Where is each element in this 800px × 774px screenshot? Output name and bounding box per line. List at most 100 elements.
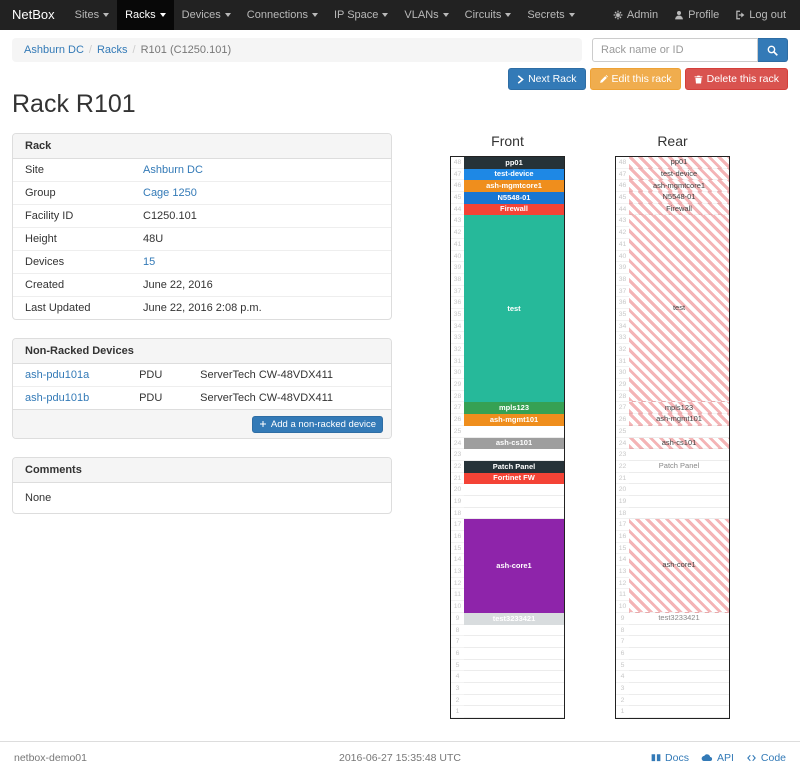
edit-rack-label: Edit this rack: [611, 73, 672, 85]
rack-device-mpls123[interactable]: mpls123: [629, 402, 729, 415]
rear-elevation: Rear 48 47 46 45 44 43 42 41 40 39 38 37 36 35 34 33 32 3…: [615, 133, 730, 720]
nav-item-connections[interactable]: Connections: [239, 0, 326, 30]
breadcrumb-separator: /: [88, 44, 92, 56]
unit-number: 16: [451, 531, 464, 543]
unit-number: 16: [616, 531, 629, 543]
rack-device-n5548-01[interactable]: N5548-01: [464, 192, 564, 204]
rack-device-test-device[interactable]: test-device: [464, 168, 564, 181]
unit-number: 5: [451, 660, 464, 672]
edit-rack-button[interactable]: Edit this rack: [589, 68, 681, 90]
nav-item-ip-space[interactable]: IP Space: [326, 0, 396, 30]
rack-unit-column: pp01 test-device ash-mgmtcore1 N5548-01 Fire…: [629, 157, 729, 719]
nav-item-profile[interactable]: Profile: [666, 0, 727, 30]
rack-device-ash-mgmt101[interactable]: ash-mgmt101: [464, 414, 564, 426]
delete-rack-button[interactable]: Delete this rack: [684, 68, 788, 90]
rack-device-ash-core1[interactable]: ash-core1: [629, 519, 729, 613]
empty-unit: [629, 495, 729, 508]
unit-number: 24: [451, 438, 464, 450]
rack-device-test-device[interactable]: test-device: [629, 168, 729, 181]
unit-number: 15: [616, 543, 629, 555]
rack-device-n5548-01[interactable]: N5548-01: [629, 192, 729, 204]
rack-device-fortinet-fw[interactable]: Fortinet FW: [464, 472, 564, 485]
nav-item-admin[interactable]: Admin: [605, 0, 666, 30]
unit-number: 43: [616, 215, 629, 228]
empty-unit: [629, 647, 729, 660]
nav-item-log-out[interactable]: Log out: [727, 0, 794, 30]
rack-device-firewall[interactable]: Firewall: [629, 203, 729, 216]
device-link-ash-pdu101a[interactable]: ash-pdu101a: [25, 369, 90, 381]
brand-link[interactable]: NetBox: [12, 7, 55, 22]
attr-label: Facility ID: [13, 204, 131, 228]
rack-device-test3233421[interactable]: test3233421: [629, 612, 729, 625]
unit-number: 17: [451, 519, 464, 531]
attr-value-link[interactable]: Ashburn DC: [143, 164, 203, 176]
nav-item-circuits[interactable]: Circuits: [457, 0, 520, 30]
unit-number: 26: [451, 414, 464, 426]
nav-item-racks[interactable]: Racks: [117, 0, 174, 30]
rack-attr-row: Last Updated June 22, 2016 2:08 p.m.: [13, 296, 391, 319]
unit-number: 14: [451, 554, 464, 567]
rack-device-ash-mgmtcore1[interactable]: ash-mgmtcore1: [629, 180, 729, 193]
rack-device-mpls123[interactable]: mpls123: [464, 402, 564, 415]
rack-search: [592, 38, 788, 62]
search-input[interactable]: [592, 38, 758, 62]
device-link-ash-pdu101b[interactable]: ash-pdu101b: [25, 392, 90, 404]
unit-number: 18: [451, 508, 464, 520]
unit-number: 45: [451, 192, 464, 204]
rack-device-test[interactable]: test: [464, 215, 564, 403]
unit-number: 47: [451, 169, 464, 181]
front-rack: 48 47 46 45 44 43 42 41 40 39 38 37 36 35 34 33 32 31 30 29…: [450, 156, 565, 720]
rack-device-test3233421[interactable]: test3233421: [464, 612, 564, 625]
plus-icon: [259, 420, 267, 428]
unit-number: 47: [616, 169, 629, 181]
rack-device-ash-cs101[interactable]: ash-cs101: [629, 437, 729, 450]
breadcrumb-item-racks[interactable]: Racks: [96, 44, 128, 56]
chevron-down-icon: [224, 13, 231, 18]
attr-value-link[interactable]: Cage 1250: [143, 187, 197, 199]
footer-link-docs[interactable]: Docs: [651, 752, 689, 764]
add-non-racked-device-button[interactable]: Add a non-racked device: [251, 415, 383, 433]
rack-device-patch-panel[interactable]: Patch Panel: [464, 460, 564, 473]
rack-device-pp01[interactable]: pp01: [629, 157, 729, 169]
next-rack-label: Next Rack: [528, 73, 577, 85]
empty-unit: [464, 694, 564, 707]
nav-item-devices[interactable]: Devices: [174, 0, 239, 30]
attr-value-link[interactable]: 15: [143, 256, 156, 268]
nav-item-vlans[interactable]: VLANs: [396, 0, 456, 30]
page-content: Next Rack Edit this rack Delete this rac…: [0, 68, 800, 720]
rack-device-test[interactable]: test: [629, 215, 729, 403]
unit-number: 17: [616, 519, 629, 531]
rack-device-ash-cs101[interactable]: ash-cs101: [464, 437, 564, 450]
breadcrumb-item-ashburn-dc[interactable]: Ashburn DC: [24, 44, 84, 56]
empty-unit: [464, 636, 564, 648]
unit-number: 33: [451, 332, 464, 344]
next-rack-button[interactable]: Next Rack: [508, 68, 586, 90]
rack-device-patch-panel[interactable]: Patch Panel: [629, 460, 729, 473]
unit-number: 1: [451, 706, 464, 718]
rack-device-ash-core1[interactable]: ash-core1: [464, 519, 564, 613]
unit-number: 3: [451, 683, 464, 695]
breadcrumb-item-r101-c1250-101: R101 (C1250.101): [140, 44, 232, 56]
nav-item-secrets[interactable]: Secrets: [519, 0, 582, 30]
rack-device-firewall[interactable]: Firewall: [464, 203, 564, 216]
unit-number: 32: [451, 344, 464, 356]
rack-device-ash-mgmt101[interactable]: ash-mgmt101: [629, 414, 729, 426]
nav-right: Admin Profile Log out: [605, 0, 800, 30]
rack-device-ash-mgmtcore1[interactable]: ash-mgmtcore1: [464, 180, 564, 193]
unit-number: 2: [616, 695, 629, 707]
search-button[interactable]: [758, 38, 788, 62]
non-racked-footer: Add a non-racked device: [13, 409, 391, 438]
unit-number: 48: [616, 157, 629, 169]
rack-attr-row: Devices 15: [13, 250, 391, 274]
footer-link-code[interactable]: Code: [746, 752, 786, 764]
unit-number: 39: [616, 262, 629, 274]
rack-device-pp01[interactable]: pp01: [464, 157, 564, 169]
unit-number: 14: [616, 554, 629, 567]
attr-value: June 22, 2016 2:08 p.m.: [131, 296, 391, 319]
chevron-down-icon: [382, 13, 389, 18]
unit-number: 28: [616, 391, 629, 403]
footer-link-api[interactable]: API: [701, 752, 734, 764]
nav-item-sites[interactable]: Sites: [67, 0, 117, 30]
non-racked-device-row: ash-pdu101a PDU ServerTech CW-48VDX411: [13, 364, 391, 387]
top-navbar: NetBox Sites Racks Devices Connections IP Sp…: [0, 0, 800, 30]
